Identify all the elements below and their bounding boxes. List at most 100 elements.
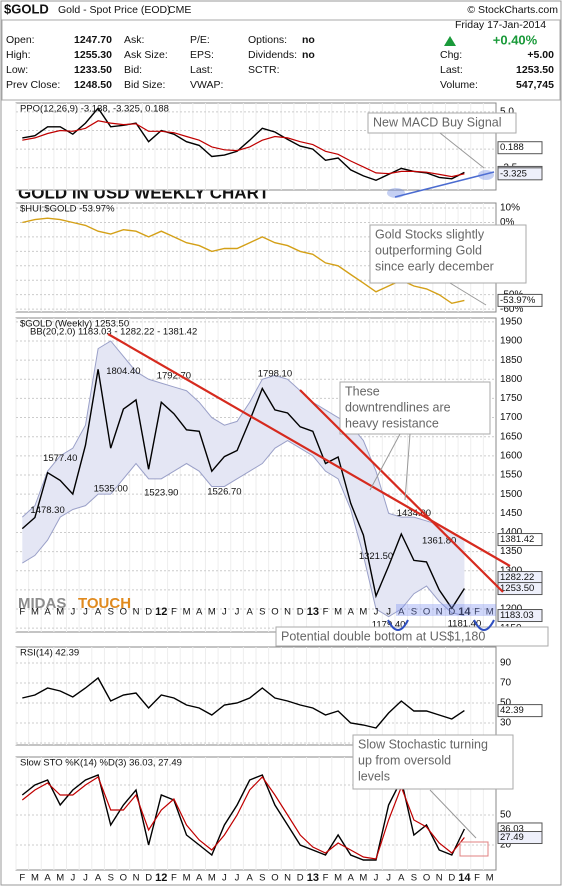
x-tick-label: N bbox=[284, 873, 291, 884]
x-tick-label: S bbox=[259, 873, 265, 884]
series-line bbox=[21, 369, 465, 610]
series-line bbox=[21, 776, 465, 860]
price-label: 1434.00 bbox=[397, 508, 431, 519]
x-tick-label: M bbox=[208, 607, 216, 618]
x-tick-label: M bbox=[56, 873, 64, 884]
x-tick-label: A bbox=[398, 607, 405, 618]
x-tick-label: S bbox=[411, 873, 417, 884]
note-box bbox=[367, 112, 517, 134]
instrument-name: Gold - Spot Price (EOD) bbox=[58, 4, 171, 16]
oversold-box bbox=[459, 841, 489, 857]
series-line bbox=[22, 217, 465, 305]
price-label: 1577.40 bbox=[43, 453, 77, 464]
series-line bbox=[22, 120, 465, 178]
pointer bbox=[404, 433, 411, 501]
x-tick-label: F bbox=[19, 873, 25, 884]
x-tick-label: O bbox=[423, 607, 430, 618]
x-tick-label: D bbox=[448, 607, 455, 618]
quote-value: +5.00 bbox=[527, 49, 554, 61]
last-value-box bbox=[497, 167, 543, 181]
note-text: since early december bbox=[375, 259, 494, 273]
x-tick-label: S bbox=[411, 607, 417, 618]
y-tick-label: 1950 bbox=[500, 316, 523, 327]
y-tick-label: 1750 bbox=[500, 393, 523, 404]
x-tick-label: M bbox=[359, 873, 367, 884]
x-tick-label: 13 bbox=[307, 606, 319, 618]
note-box bbox=[339, 381, 491, 435]
x-tick-label: M bbox=[486, 873, 494, 884]
x-tick-label: M bbox=[183, 873, 191, 884]
note-text: up from oversold bbox=[358, 753, 451, 767]
note-box bbox=[352, 734, 514, 790]
highlight-circle bbox=[478, 170, 494, 180]
last-value-label: 42.39 bbox=[500, 705, 524, 716]
quote-label: Last: bbox=[440, 64, 463, 76]
last-value-box bbox=[497, 533, 543, 547]
note-text: levels bbox=[358, 769, 390, 783]
x-tick-label: A bbox=[247, 607, 254, 618]
price-label: 1181.40 bbox=[448, 619, 482, 630]
note-text: Potential double bottom at US$1,180 bbox=[281, 629, 485, 643]
last-value-label: 1253.50 bbox=[500, 583, 534, 594]
logo-text: TOUCH bbox=[78, 595, 131, 612]
quote-label: Open: bbox=[6, 34, 35, 46]
y-tick-label: 1500 bbox=[500, 489, 523, 500]
panel-title: Slow STO %K(14) %D(3) 36.03, 27.49 bbox=[20, 758, 182, 769]
x-tick-label: O bbox=[120, 873, 127, 884]
x-tick-label: F bbox=[323, 873, 329, 884]
x-tick-label: J bbox=[70, 607, 75, 618]
quote-value: 1248.50 bbox=[74, 79, 112, 91]
last-value-label: 27.49 bbox=[500, 832, 524, 843]
x-tick-label: S bbox=[108, 873, 114, 884]
x-tick-label: 12 bbox=[155, 872, 167, 884]
last-value-label: -53.97% bbox=[500, 295, 536, 306]
y-tick-label: 1400 bbox=[500, 527, 523, 538]
bollinger-line bbox=[22, 439, 465, 618]
last-value-box bbox=[497, 831, 543, 845]
y-tick-label: 30 bbox=[500, 718, 512, 729]
y-tick-label: 1600 bbox=[500, 450, 523, 461]
x-tick-label: D bbox=[448, 873, 455, 884]
y-tick-label: 10% bbox=[500, 203, 520, 214]
quote-label: Low: bbox=[6, 64, 28, 76]
note-text: downtrendlines are bbox=[345, 400, 451, 414]
series-line bbox=[22, 676, 465, 729]
quote-value: 1233.50 bbox=[74, 64, 112, 76]
x-tick-label: F bbox=[171, 873, 177, 884]
x-tick-label: J bbox=[83, 607, 88, 618]
x-tick-label: N bbox=[133, 873, 140, 884]
price-label: 1804.40 bbox=[106, 366, 140, 377]
price-label: 1792.70 bbox=[157, 371, 191, 382]
x-tick-label: M bbox=[334, 873, 342, 884]
y-tick-label: 70 bbox=[500, 678, 512, 689]
x-tick-label: N bbox=[436, 607, 443, 618]
last-value-box bbox=[497, 293, 543, 307]
x-tick-label: 14 bbox=[458, 872, 471, 884]
quote-label: P/E: bbox=[190, 34, 210, 46]
price-label: 1179.40 bbox=[372, 619, 406, 630]
x-tick-label: F bbox=[474, 607, 480, 618]
trend-line bbox=[107, 333, 511, 567]
x-tick-label: F bbox=[474, 873, 480, 884]
quote-value: no bbox=[302, 34, 315, 46]
quote-label: EPS: bbox=[190, 49, 214, 61]
quote-label: Options: bbox=[248, 34, 287, 46]
x-tick-label: J bbox=[235, 607, 240, 618]
x-tick-label: J bbox=[374, 873, 379, 884]
x-tick-label: D bbox=[297, 873, 304, 884]
x-tick-label: F bbox=[19, 607, 25, 618]
x-tick-label: N bbox=[284, 607, 291, 618]
quote-box bbox=[1, 19, 561, 101]
x-tick-label: 14 bbox=[458, 606, 471, 618]
y-tick-label: 1300 bbox=[500, 565, 523, 576]
y-tick-label: 1550 bbox=[500, 470, 523, 481]
price-label: 1798.10 bbox=[258, 369, 292, 380]
y-tick-label: 1650 bbox=[500, 431, 523, 442]
quote-label: SCTR: bbox=[248, 64, 280, 76]
y-tick-label: 1900 bbox=[500, 336, 523, 347]
highlight-circle bbox=[387, 188, 405, 198]
series-line bbox=[21, 774, 466, 861]
y-tick-label: 0% bbox=[500, 217, 515, 228]
x-tick-label: S bbox=[259, 607, 265, 618]
note-box bbox=[275, 626, 549, 647]
